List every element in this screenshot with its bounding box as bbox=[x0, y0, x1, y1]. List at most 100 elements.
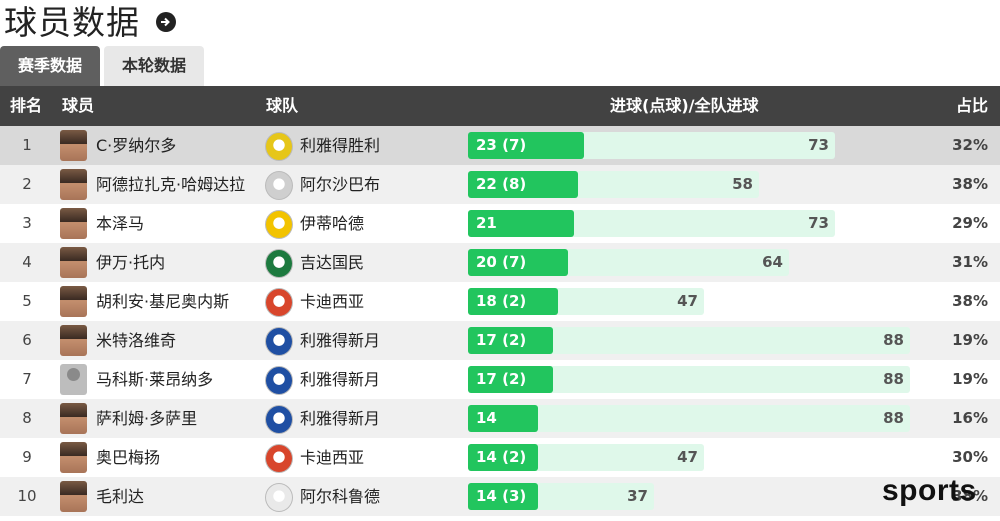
team-goals-bar: 17 (2) 88 bbox=[468, 366, 910, 393]
team-crest-icon[interactable] bbox=[265, 288, 293, 317]
player-name-link[interactable]: 萨利姆·多萨里 bbox=[96, 409, 198, 428]
player-goals-bar bbox=[468, 288, 558, 315]
player-goals-bar bbox=[468, 366, 553, 393]
goal-share-cell: 19% bbox=[952, 370, 988, 388]
table-row[interactable]: 2 阿德拉扎克·哈姆达拉 阿尔沙巴布 22 (8) 58 38% bbox=[0, 165, 1000, 204]
player-name-link[interactable]: C·罗纳尔多 bbox=[96, 136, 177, 155]
player-goals-bar bbox=[468, 405, 538, 432]
player-goals-label: 14 bbox=[476, 409, 497, 427]
player-avatar[interactable] bbox=[60, 481, 87, 512]
player-avatar[interactable] bbox=[60, 208, 87, 239]
table-row[interactable]: 6 米特洛维奇 利雅得新月 17 (2) 88 19% bbox=[0, 321, 1000, 360]
page-title: 球员数据 bbox=[4, 3, 140, 42]
goal-share-cell: 38% bbox=[952, 292, 988, 310]
team-goals-label: 73 bbox=[808, 136, 829, 154]
player-name-link[interactable]: 马科斯·莱昂纳多 bbox=[96, 370, 214, 389]
watermark-logo: sports bbox=[882, 474, 977, 507]
player-goals-label: 20 (7) bbox=[476, 253, 527, 271]
team-name-link[interactable]: 利雅得胜利 bbox=[300, 136, 381, 155]
tab-bar: 赛季数据 本轮数据 bbox=[0, 46, 208, 86]
player-name-link[interactable]: 胡利安·基尼奥内斯 bbox=[96, 292, 230, 311]
player-name-link[interactable]: 米特洛维奇 bbox=[96, 331, 177, 350]
team-name-link[interactable]: 阿尔沙巴布 bbox=[300, 175, 381, 194]
rank-cell: 10 bbox=[17, 487, 37, 505]
table-row[interactable]: 3 本泽马 伊蒂哈德 21 73 29% bbox=[0, 204, 1000, 243]
goal-share-cell: 30% bbox=[952, 448, 988, 466]
team-name-link[interactable]: 阿尔科鲁德 bbox=[300, 487, 381, 506]
player-name-link[interactable]: 本泽马 bbox=[96, 214, 145, 233]
header-share[interactable]: 占比 bbox=[955, 96, 988, 115]
tab-round-stats[interactable]: 本轮数据 bbox=[104, 46, 205, 86]
player-avatar[interactable] bbox=[60, 247, 87, 278]
header-rank[interactable]: 排名 bbox=[10, 96, 43, 115]
rank-cell: 1 bbox=[22, 136, 32, 154]
arrow-right-circle-icon[interactable] bbox=[156, 12, 176, 32]
team-goals-bar: 21 73 bbox=[468, 210, 835, 237]
player-name-link[interactable]: 奥巴梅扬 bbox=[96, 448, 161, 467]
team-name-link[interactable]: 利雅得新月 bbox=[300, 370, 381, 389]
header-player: 球员 bbox=[62, 96, 95, 115]
team-goals-bar: 18 (2) 47 bbox=[468, 288, 704, 315]
team-name-link[interactable]: 伊蒂哈德 bbox=[300, 214, 365, 233]
team-name-link[interactable]: 卡迪西亚 bbox=[300, 448, 365, 467]
team-crest-icon[interactable] bbox=[265, 483, 293, 512]
header-goals[interactable]: 进球(点球)/全队进球 bbox=[610, 96, 759, 115]
player-goals-label: 23 (7) bbox=[476, 136, 527, 154]
team-goals-label: 88 bbox=[883, 331, 904, 349]
team-goals-bar: 22 (8) 58 bbox=[468, 171, 759, 198]
team-goals-bar: 14 (3) 37 bbox=[468, 483, 654, 510]
player-avatar[interactable] bbox=[60, 403, 87, 434]
table-row[interactable]: 7 马科斯·莱昂纳多 利雅得新月 17 (2) 88 19% bbox=[0, 360, 1000, 399]
player-goals-label: 18 (2) bbox=[476, 292, 527, 310]
goal-share-cell: 19% bbox=[952, 331, 988, 349]
team-name-link[interactable]: 利雅得新月 bbox=[300, 331, 381, 350]
rank-cell: 6 bbox=[22, 331, 32, 349]
table-row[interactable]: 9 奥巴梅扬 卡迪西亚 14 (2) 47 30% bbox=[0, 438, 1000, 477]
player-goals-label: 17 (2) bbox=[476, 331, 527, 349]
team-crest-icon[interactable] bbox=[265, 366, 293, 395]
rank-cell: 7 bbox=[22, 370, 32, 388]
team-goals-label: 88 bbox=[883, 370, 904, 388]
player-avatar[interactable] bbox=[60, 325, 87, 356]
player-avatar[interactable] bbox=[60, 364, 87, 395]
team-goals-label: 37 bbox=[627, 487, 648, 505]
table-row[interactable]: 1 C·罗纳尔多 利雅得胜利 23 (7) 73 32% bbox=[0, 126, 1000, 165]
team-crest-icon[interactable] bbox=[265, 132, 293, 161]
team-name-link[interactable]: 利雅得新月 bbox=[300, 409, 381, 428]
team-crest-icon[interactable] bbox=[265, 249, 293, 278]
team-crest-icon[interactable] bbox=[265, 327, 293, 356]
player-avatar[interactable] bbox=[60, 286, 87, 317]
player-avatar[interactable] bbox=[60, 169, 87, 200]
team-crest-icon[interactable] bbox=[265, 444, 293, 473]
table-row[interactable]: 5 胡利安·基尼奥内斯 卡迪西亚 18 (2) 47 38% bbox=[0, 282, 1000, 321]
team-goals-label: 47 bbox=[677, 448, 698, 466]
tab-season-stats[interactable]: 赛季数据 bbox=[0, 46, 101, 86]
team-goals-label: 88 bbox=[883, 409, 904, 427]
goal-share-cell: 38% bbox=[952, 487, 988, 505]
player-name-link[interactable]: 阿德拉扎克·哈姆达拉 bbox=[96, 175, 246, 194]
team-crest-icon[interactable] bbox=[265, 405, 293, 434]
player-avatar[interactable] bbox=[60, 130, 87, 161]
goal-share-cell: 31% bbox=[952, 253, 988, 271]
player-goals-bar bbox=[468, 210, 574, 237]
team-crest-icon[interactable] bbox=[265, 171, 293, 200]
team-goals-label: 47 bbox=[677, 292, 698, 310]
player-goals-bar bbox=[468, 444, 538, 471]
table-header: 排名 球员 球队 进球(点球)/全队进球 占比 bbox=[0, 86, 1000, 126]
player-goals-label: 14 (3) bbox=[476, 487, 527, 505]
player-name-link[interactable]: 伊万·托内 bbox=[96, 253, 166, 272]
player-name-link[interactable]: 毛利达 bbox=[96, 487, 145, 506]
player-goals-label: 22 (8) bbox=[476, 175, 527, 193]
team-goals-bar: 20 (7) 64 bbox=[468, 249, 789, 276]
player-avatar[interactable] bbox=[60, 442, 87, 473]
table-row[interactable]: 8 萨利姆·多萨里 利雅得新月 14 88 16% bbox=[0, 399, 1000, 438]
table-body: 1 C·罗纳尔多 利雅得胜利 23 (7) 73 32% 2 阿德拉扎克·哈姆达拉 阿尔沙巴布 2… bbox=[0, 126, 1000, 516]
team-crest-icon[interactable] bbox=[265, 210, 293, 239]
table-row[interactable]: 10 毛利达 阿尔科鲁德 14 (3) 37 38% bbox=[0, 477, 1000, 516]
goal-share-cell: 38% bbox=[952, 175, 988, 193]
table-row[interactable]: 4 伊万·托内 吉达国民 20 (7) 64 31% bbox=[0, 243, 1000, 282]
team-name-link[interactable]: 卡迪西亚 bbox=[300, 292, 365, 311]
team-name-link[interactable]: 吉达国民 bbox=[300, 253, 365, 272]
team-goals-bar: 14 88 bbox=[468, 405, 910, 432]
team-goals-label: 58 bbox=[732, 175, 753, 193]
